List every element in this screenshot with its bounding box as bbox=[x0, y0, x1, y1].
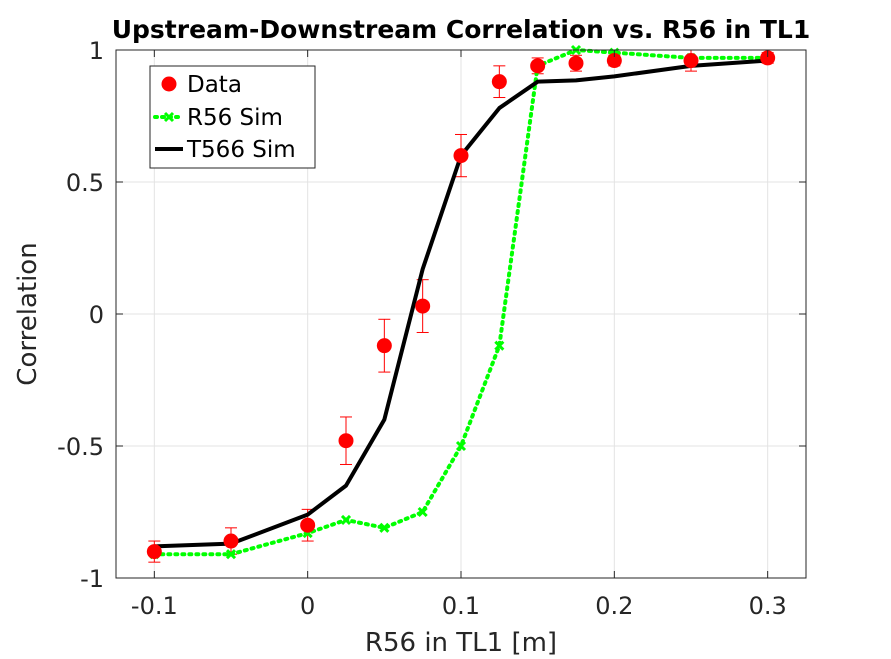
x-tick-label: 0.3 bbox=[749, 592, 787, 620]
series-layer bbox=[146, 44, 776, 563]
y-tick-label: -0.5 bbox=[57, 433, 104, 461]
y-tick-label: 1 bbox=[89, 37, 104, 65]
legend: Data R56 Sim T566 Sim bbox=[149, 65, 316, 169]
chart-title: Upstream-Downstream Correlation vs. R56 … bbox=[112, 15, 811, 44]
data-point bbox=[530, 58, 546, 74]
r56-sim-marker bbox=[379, 522, 390, 533]
data-point bbox=[760, 50, 776, 66]
legend-data-label: Data bbox=[187, 72, 242, 98]
r56-sim-marker bbox=[455, 440, 467, 452]
data-point bbox=[683, 53, 699, 69]
x-tick-label: -0.1 bbox=[131, 592, 178, 620]
legend-data-marker bbox=[161, 76, 177, 92]
data-point bbox=[223, 533, 239, 549]
x-axis-label: R56 in TL1 [m] bbox=[365, 628, 557, 658]
r56-sim-marker bbox=[225, 549, 237, 560]
data-point bbox=[568, 55, 584, 71]
x-tick-label: 0 bbox=[300, 592, 315, 620]
data-point bbox=[606, 53, 622, 69]
data-point bbox=[415, 298, 431, 314]
y-tick-label: -1 bbox=[80, 565, 104, 593]
data-point bbox=[491, 74, 507, 90]
data-point bbox=[300, 517, 316, 533]
x-tick-label: 0.1 bbox=[442, 592, 480, 620]
x-tick-label: 0.2 bbox=[595, 592, 633, 620]
r56-sim-marker bbox=[340, 514, 352, 525]
y-axis-label: Correlation bbox=[13, 242, 43, 385]
r56-sim-marker bbox=[417, 506, 428, 518]
y-tick-label: 0 bbox=[89, 301, 104, 329]
legend-t566-label: T566 Sim bbox=[186, 137, 296, 163]
legend-r56-marker bbox=[163, 111, 175, 123]
data-point bbox=[376, 338, 392, 354]
y-tick-label: 0.5 bbox=[66, 169, 104, 197]
legend-r56-label: R56 Sim bbox=[187, 105, 283, 131]
data-point bbox=[146, 544, 162, 560]
data-point bbox=[338, 433, 354, 449]
r56-sim-marker bbox=[494, 340, 505, 351]
data-point bbox=[453, 148, 469, 164]
ticks: -0.1 0 0.1 0.2 0.3 -1 -0.5 0 0.5 1 bbox=[57, 37, 806, 620]
